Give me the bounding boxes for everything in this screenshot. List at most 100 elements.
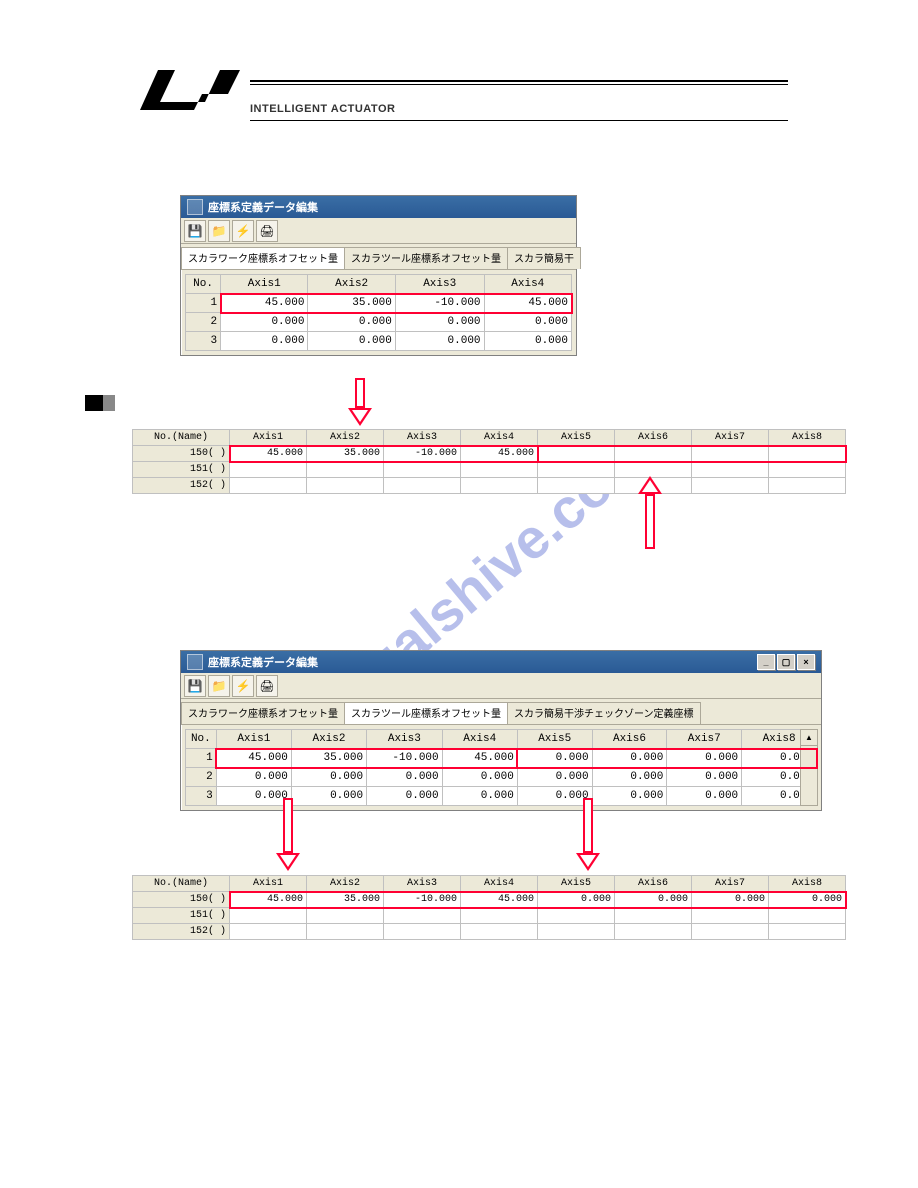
cell[interactable] xyxy=(538,908,615,924)
cell[interactable]: 0.000 xyxy=(769,892,846,908)
cell[interactable]: 0.000 xyxy=(216,787,291,806)
cell[interactable] xyxy=(307,908,384,924)
cell[interactable]: 0.000 xyxy=(615,892,692,908)
toolbar-button-1[interactable]: 📁 xyxy=(208,220,230,242)
cell[interactable] xyxy=(615,908,692,924)
cell[interactable]: 35.000 xyxy=(307,892,384,908)
cell[interactable]: 0.000 xyxy=(517,768,592,787)
cell[interactable]: 0.000 xyxy=(308,332,395,351)
cell[interactable]: 45.000 xyxy=(216,749,291,768)
minimize-button[interactable]: _ xyxy=(757,654,775,670)
cell[interactable] xyxy=(384,924,461,940)
cell[interactable] xyxy=(461,924,538,940)
cell[interactable]: 0.000 xyxy=(592,749,667,768)
cell[interactable] xyxy=(692,924,769,940)
cell[interactable] xyxy=(538,924,615,940)
cell[interactable]: 45.000 xyxy=(461,892,538,908)
tab-0[interactable]: スカラワーク座標系オフセット量 xyxy=(181,247,345,269)
cell[interactable]: 0.000 xyxy=(367,768,443,787)
toolbar-button-2[interactable]: ⚡ xyxy=(232,220,254,242)
cell[interactable] xyxy=(538,478,615,494)
cell[interactable] xyxy=(461,462,538,478)
cell[interactable] xyxy=(615,924,692,940)
cell[interactable]: 0.000 xyxy=(221,313,308,332)
cell[interactable] xyxy=(615,446,692,462)
toolbar-button-3[interactable]: 🖨 xyxy=(256,220,278,242)
tab-2[interactable]: スカラ簡易干渉チェックゾーン定義座標 xyxy=(507,702,701,724)
cell[interactable] xyxy=(384,478,461,494)
cell[interactable] xyxy=(461,908,538,924)
cell[interactable] xyxy=(230,478,307,494)
vertical-scrollbar[interactable]: ▲ xyxy=(800,729,818,806)
tab-0[interactable]: スカラワーク座標系オフセット量 xyxy=(181,702,345,724)
cell[interactable]: 45.000 xyxy=(230,446,307,462)
cell[interactable]: -10.000 xyxy=(395,294,484,313)
cell[interactable]: 0.000 xyxy=(442,787,517,806)
cell[interactable] xyxy=(230,462,307,478)
tab-2[interactable]: スカラ簡易干 xyxy=(507,247,581,269)
cell[interactable]: 0.000 xyxy=(692,892,769,908)
scroll-up-icon[interactable]: ▲ xyxy=(801,730,817,746)
cell[interactable]: 45.000 xyxy=(221,294,308,313)
cell[interactable]: 35.000 xyxy=(307,446,384,462)
cell[interactable] xyxy=(769,908,846,924)
toolbar-button-0[interactable]: 💾 xyxy=(184,675,206,697)
cell[interactable] xyxy=(692,908,769,924)
cell[interactable]: -10.000 xyxy=(367,749,443,768)
cell[interactable] xyxy=(692,462,769,478)
cell[interactable] xyxy=(230,924,307,940)
cell[interactable] xyxy=(307,478,384,494)
cell[interactable]: 0.000 xyxy=(308,313,395,332)
toolbar-button-2[interactable]: ⚡ xyxy=(232,675,254,697)
cell[interactable] xyxy=(538,462,615,478)
cell[interactable]: 35.000 xyxy=(308,294,395,313)
cell[interactable]: 0.000 xyxy=(291,787,366,806)
cell[interactable] xyxy=(769,462,846,478)
cell[interactable]: 0.000 xyxy=(667,749,742,768)
cell[interactable]: 0.000 xyxy=(517,787,592,806)
cell[interactable]: 45.000 xyxy=(230,892,307,908)
cell[interactable]: 0.000 xyxy=(484,332,571,351)
cell[interactable] xyxy=(230,908,307,924)
toolbar-button-3[interactable]: 🖨 xyxy=(256,675,278,697)
cell[interactable] xyxy=(384,908,461,924)
cell[interactable]: 0.000 xyxy=(291,768,366,787)
cell[interactable] xyxy=(692,446,769,462)
cell[interactable]: -10.000 xyxy=(384,892,461,908)
cell[interactable] xyxy=(769,446,846,462)
cell[interactable]: 0.000 xyxy=(367,787,443,806)
cell[interactable]: 0.000 xyxy=(221,332,308,351)
cell[interactable]: 0.000 xyxy=(592,787,667,806)
toolbar-button-1[interactable]: 📁 xyxy=(208,675,230,697)
cell[interactable]: -10.000 xyxy=(384,446,461,462)
cell[interactable]: 0.000 xyxy=(517,749,592,768)
cell[interactable] xyxy=(692,478,769,494)
close-button[interactable]: × xyxy=(797,654,815,670)
cell[interactable]: 0.000 xyxy=(538,892,615,908)
cell[interactable]: 0.000 xyxy=(484,313,571,332)
cell[interactable]: 45.000 xyxy=(442,749,517,768)
cell[interactable]: 0.000 xyxy=(395,313,484,332)
cell[interactable] xyxy=(538,446,615,462)
cell[interactable] xyxy=(769,478,846,494)
cell[interactable]: 35.000 xyxy=(291,749,366,768)
maximize-button[interactable]: ▢ xyxy=(777,654,795,670)
cell[interactable]: 45.000 xyxy=(484,294,571,313)
cell[interactable] xyxy=(615,478,692,494)
cell[interactable]: 0.000 xyxy=(395,332,484,351)
cell[interactable] xyxy=(461,478,538,494)
cell[interactable]: 45.000 xyxy=(461,446,538,462)
cell[interactable]: 0.000 xyxy=(442,768,517,787)
cell[interactable] xyxy=(384,462,461,478)
toolbar-button-0[interactable]: 💾 xyxy=(184,220,206,242)
cell[interactable]: 0.000 xyxy=(592,768,667,787)
cell[interactable]: 0.000 xyxy=(216,768,291,787)
cell[interactable]: 0.000 xyxy=(667,787,742,806)
tab-1[interactable]: スカラツール座標系オフセット量 xyxy=(344,247,508,269)
cell[interactable] xyxy=(307,462,384,478)
cell[interactable]: 0.000 xyxy=(667,768,742,787)
cell[interactable] xyxy=(615,462,692,478)
cell[interactable] xyxy=(769,924,846,940)
cell[interactable] xyxy=(307,924,384,940)
tab-1[interactable]: スカラツール座標系オフセット量 xyxy=(344,702,508,724)
